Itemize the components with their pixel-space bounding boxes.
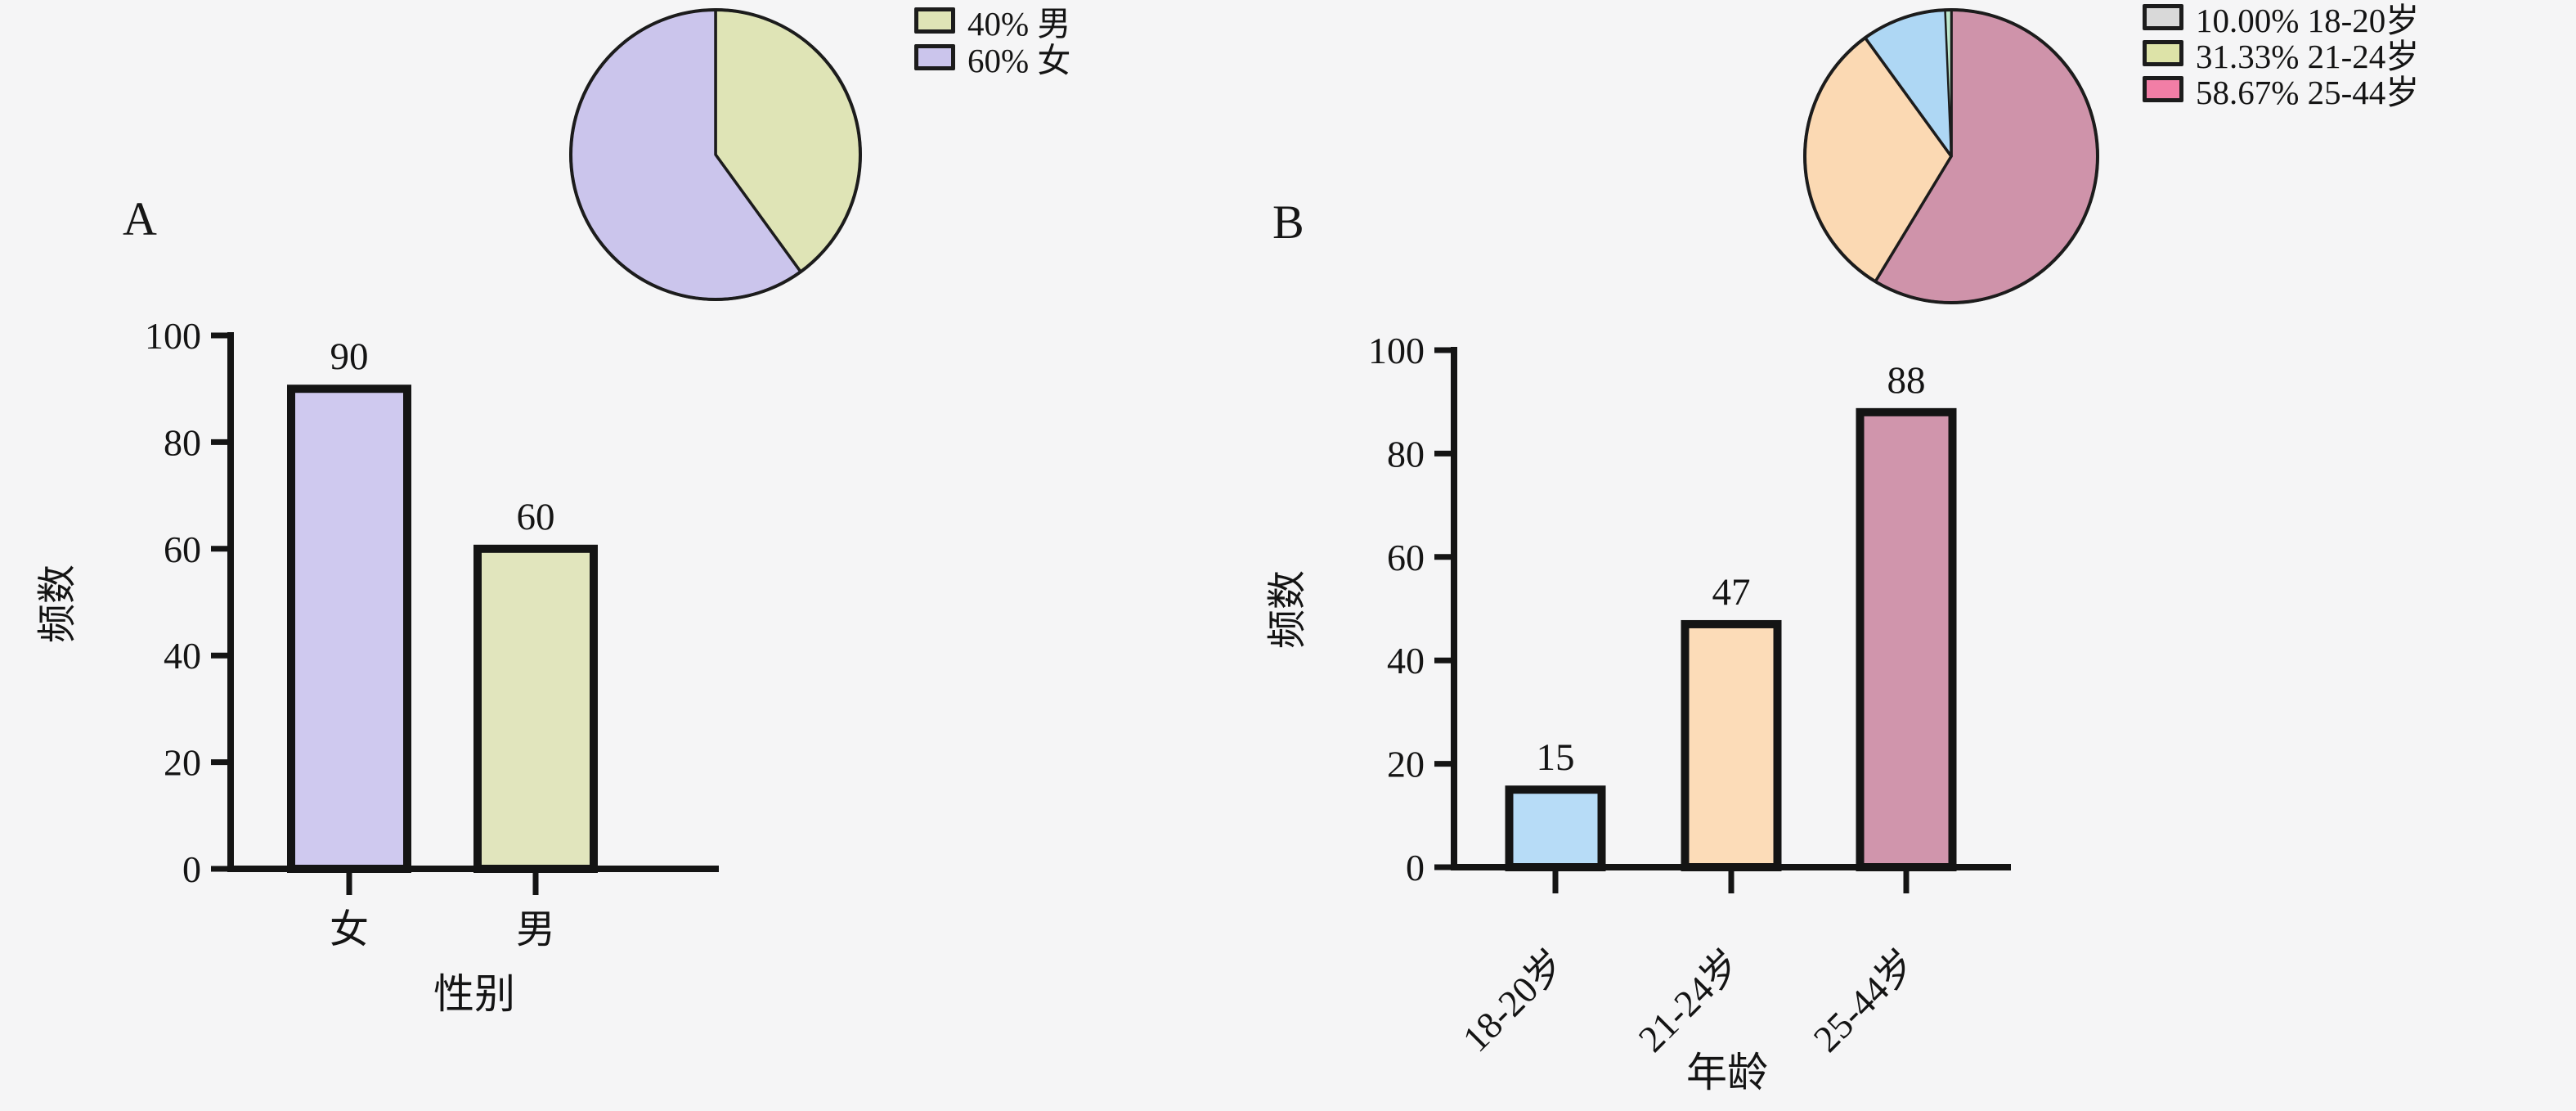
legend-item: 60% 女 [914,42,1070,79]
legend-swatch-female [914,44,955,70]
y-tick-label-0: 0 [1406,847,1425,888]
bar-value-label-47: 47 [1712,571,1751,614]
legend-label: 58.67% 25-44岁 [2196,74,2420,111]
bar-男 [473,544,598,873]
y-tick-label-0: 0 [182,848,201,890]
pie-legend-age: 10.00% 18-20岁 31.33% 21-24岁 58.67% 25-44… [2143,2,2419,111]
legend-label: 60% 女 [967,42,1071,79]
bar-chart-gender: 0 20 40 60 80 100 频数 90 女 60 男性别 [0,311,818,1111]
y-tick-label-20: 20 [164,742,201,784]
bar-chart-age: 0 20 40 60 80 100 频数 15 18-20岁 47 21-24岁 88 25-44岁 年龄 [1227,311,2167,1111]
y-tick-label-100: 100 [1368,330,1425,371]
legend-label: 31.33% 21-24岁 [2196,38,2420,75]
pie-legend-gender: 40% 男 60% 女 [914,5,1070,79]
bar-女 [287,385,411,873]
bar-21-24岁 [1681,619,1782,871]
x-axis-title: 年龄 [1686,1050,1768,1095]
x-tick-label-18-20岁: 18-20岁 [1455,942,1573,1059]
legend-item: 10.00% 18-20岁 [2143,2,2419,39]
pie-B-svg [1803,8,2099,304]
panel-label-b: B [1272,196,1305,249]
y-tick-label-100: 100 [145,315,201,357]
x-tick-label-女: 女 [330,908,369,951]
y-tick-label-40: 40 [1387,640,1425,681]
legend-item: 31.33% 21-24岁 [2143,38,2419,75]
legend-swatch-age-21-24 [2143,40,2183,66]
y-tick-label-40: 40 [164,635,201,677]
pie-chart-age [1795,0,2118,327]
legend-swatch-male [914,7,955,34]
pie-outline [1803,8,2099,304]
x-axis-title: 性别 [433,971,515,1017]
y-tick-label-60: 60 [164,529,201,570]
bar-value-label-15: 15 [1537,736,1575,779]
x-tick-label-25-44岁: 25-44岁 [1806,942,1923,1059]
x-tick-label-男: 男 [516,908,555,951]
pie-chart-gender [560,0,879,323]
y-axis-title: 频数 [1266,570,1309,649]
axis-spine [1451,347,2011,870]
y-tick-label-20: 20 [1387,744,1425,785]
legend-swatch-age-18-20 [2143,4,2183,30]
legend-label: 10.00% 18-20岁 [2196,2,2420,39]
bar-value-label-88: 88 [1887,359,1926,402]
y-tick-label-80: 80 [1387,433,1425,475]
x-tick-label-21-24岁: 21-24岁 [1631,942,1748,1059]
legend-label: 40% 男 [967,5,1071,43]
bar-value-label-90: 90 [330,335,369,378]
bar-value-label-60: 60 [517,496,555,538]
y-axis-title: 频数 [36,564,79,643]
panel-label-a: A [123,192,158,245]
bar-18-20岁 [1505,785,1606,872]
legend-swatch-age-25-44 [2143,76,2183,102]
y-tick-label-60: 60 [1387,537,1425,578]
y-tick-label-80: 80 [164,421,201,463]
bar-25-44岁 [1856,407,1957,871]
pie-A-svg [569,8,862,301]
legend-item: 58.67% 25-44岁 [2143,74,2419,111]
bar-A-svg: 0 20 40 60 80 100 频数 90 女 60 男性别 [36,315,719,1017]
legend-item: 40% 男 [914,5,1070,43]
pie-outline [569,8,862,301]
